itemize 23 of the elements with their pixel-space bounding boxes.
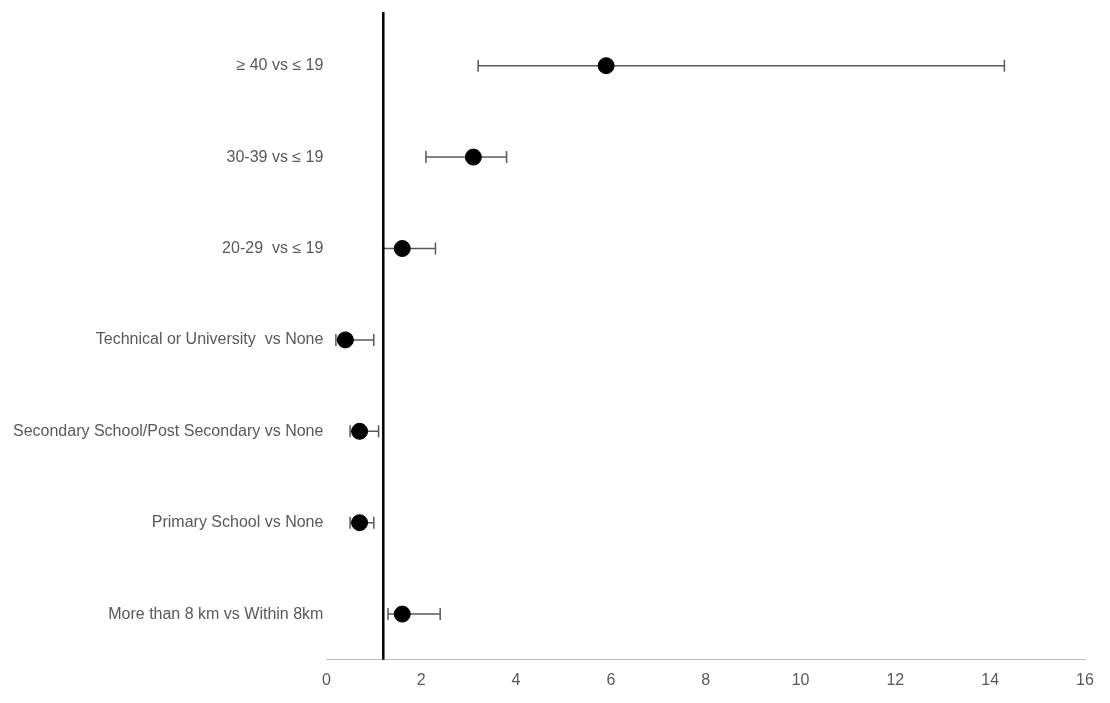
y-tick-label: Primary School vs None [151, 513, 324, 531]
x-tick-label: 0 [321, 670, 331, 688]
y-tick-label: Secondary School/Post Secondary vs None [12, 421, 324, 439]
x-tick-label: 4 [511, 670, 521, 688]
y-tick-label: 20-29 vs ≤ 19 [222, 238, 324, 256]
x-tick-label: 10 [791, 670, 810, 688]
x-tick-label: 6 [606, 670, 616, 688]
x-tick-label: 14 [981, 670, 1000, 688]
y-tick-label: 30-39 vs ≤ 19 [226, 147, 324, 165]
point [351, 422, 369, 440]
y-tick-label: Technical or University vs None [95, 330, 324, 348]
y-tick-label: ≥ 40 vs ≤ 19 [236, 56, 324, 74]
point [393, 240, 411, 257]
point [464, 148, 482, 166]
x-tick-label: 2 [416, 670, 426, 688]
x-tick-label: 12 [886, 670, 905, 688]
point [597, 57, 615, 75]
x-tick-label: 8 [701, 670, 711, 688]
y-tick-label: More than 8 km vs Within 8km [108, 604, 324, 622]
x-tick-label: 16 [1076, 670, 1094, 688]
point [351, 514, 369, 532]
point [393, 605, 411, 623]
point [336, 331, 354, 349]
